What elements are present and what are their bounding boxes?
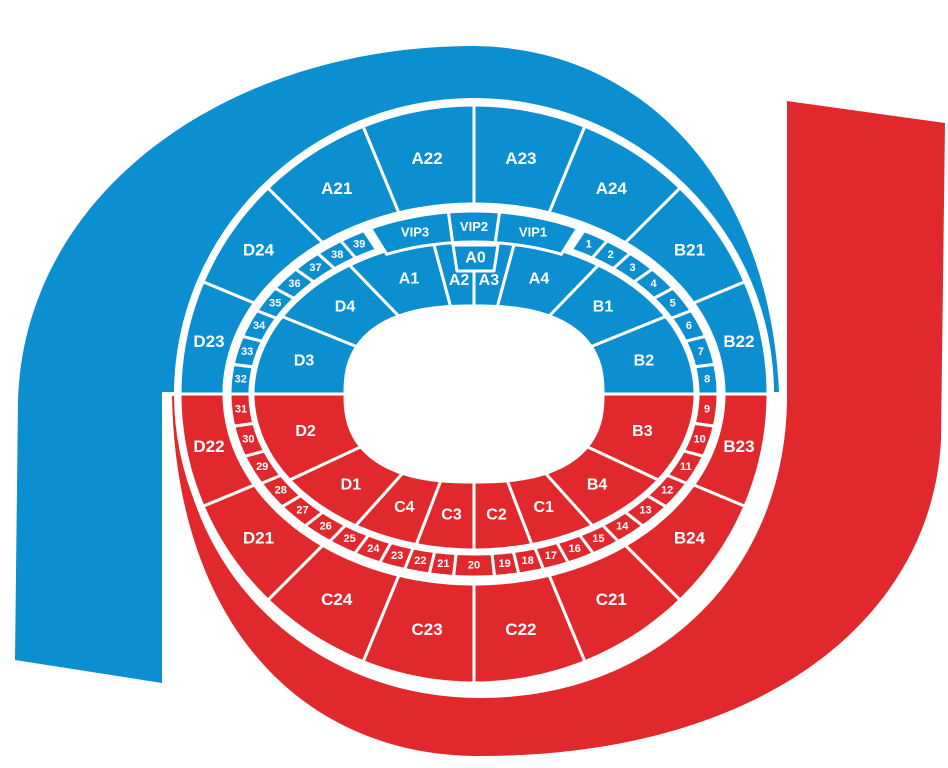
section-d22[interactable] [178, 392, 256, 508]
section-a0[interactable] [451, 243, 500, 273]
box-39[interactable] [339, 229, 379, 260]
box-vip1[interactable] [493, 210, 579, 256]
box-20[interactable] [452, 552, 496, 579]
box-vip2[interactable] [446, 209, 502, 245]
red-swoosh-decoration [172, 101, 945, 756]
seating-sections [178, 103, 770, 685]
box-8[interactable] [693, 362, 720, 396]
blue-swoosh-decoration [15, 46, 779, 683]
box-9[interactable] [692, 392, 720, 428]
stadium-outline [174, 99, 774, 689]
section-d2[interactable] [251, 392, 363, 482]
box-32[interactable] [228, 362, 255, 396]
box-31[interactable] [228, 392, 256, 428]
box-19[interactable] [490, 550, 521, 578]
